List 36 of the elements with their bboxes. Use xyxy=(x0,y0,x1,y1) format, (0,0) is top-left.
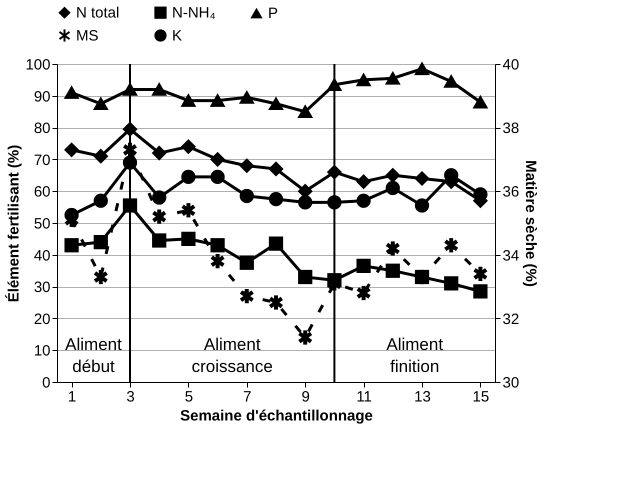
y2-tick-label: 34 xyxy=(502,247,520,264)
y-tick-label: 50 xyxy=(34,216,50,232)
annotation: Aliment croissance xyxy=(192,335,273,376)
y2-axis-title: Matière sèche (%) xyxy=(522,160,540,287)
legend-label: MS xyxy=(76,28,98,44)
legend-label: N total xyxy=(76,4,120,22)
x-tick-label: 3 xyxy=(126,388,135,406)
x-tick-label: 7 xyxy=(243,388,252,406)
y-tick-label: 40 xyxy=(34,247,50,264)
x-axis-title: Semaine d'échantillonnage xyxy=(180,408,373,424)
legend-label: P xyxy=(268,5,278,22)
x-tick-label: 5 xyxy=(184,388,194,406)
y2-tick-label: 32 xyxy=(502,310,520,328)
y-tick-label: 60 xyxy=(34,184,50,201)
y-tick-label: 30 xyxy=(34,279,50,296)
x-tick-label: 15 xyxy=(472,388,490,406)
annotation: Aliment début xyxy=(65,335,122,376)
y-tick-label: 100 xyxy=(25,56,50,74)
x-tick-label: 13 xyxy=(414,388,431,406)
legend-label: K xyxy=(172,28,182,44)
x-tick-label: 11 xyxy=(356,388,372,406)
y-tick-label: 10 xyxy=(34,342,50,360)
y-tick-label: 80 xyxy=(34,120,50,138)
y-tick-label: 90 xyxy=(34,88,50,106)
y2-tick-label: 36 xyxy=(502,184,520,201)
y-tick-label: 70 xyxy=(34,152,50,169)
y-tick-label: 0 xyxy=(42,374,50,392)
x-tick-label: 9 xyxy=(302,388,310,406)
y2-tick-label: 38 xyxy=(502,120,520,138)
y-axis-title: Élément fertilisant (%) xyxy=(4,144,22,302)
legend-label: N-NH₄ xyxy=(172,4,216,22)
y2-tick-label: 40 xyxy=(502,56,520,74)
y-tick-label: 20 xyxy=(34,310,50,328)
x-tick-label: 1 xyxy=(68,388,76,406)
y2-tick-label: 30 xyxy=(502,374,520,392)
annotation: Aliment finition xyxy=(386,335,444,376)
